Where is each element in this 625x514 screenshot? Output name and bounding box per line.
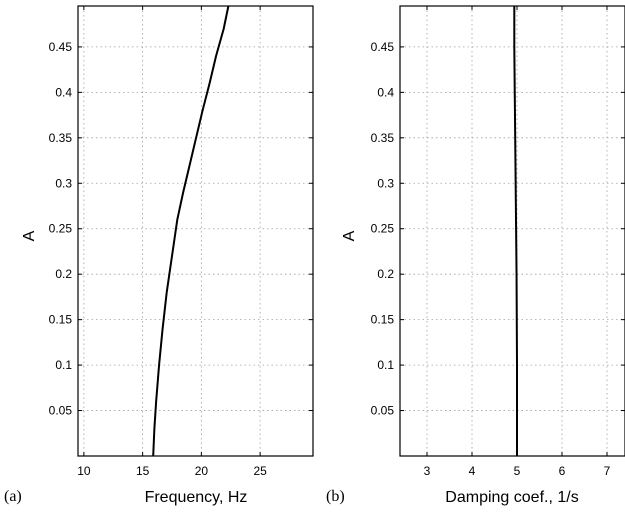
x-tick-label: 6 — [559, 464, 566, 478]
y-tick-label: 0.1 — [55, 358, 72, 372]
y-tick-label: 0.4 — [377, 85, 394, 99]
y-tick-label: 0.25 — [371, 222, 395, 236]
panel-label: (b) — [326, 488, 345, 505]
y-tick-label: 0.15 — [49, 313, 73, 327]
y-axis-label: A — [341, 230, 358, 241]
x-axis-label: Damping coef., 1/s — [445, 489, 578, 506]
plot-frame — [399, 5, 625, 457]
y-tick-label: 0.45 — [49, 40, 73, 54]
y-tick-label: 0.3 — [55, 176, 72, 190]
y-tick-label: 0.2 — [377, 267, 394, 281]
x-tick-label: 10 — [77, 464, 91, 478]
x-tick-label: 3 — [424, 464, 431, 478]
y-tick-label: 0.3 — [377, 176, 394, 190]
y-tick-label: 0.05 — [371, 404, 395, 418]
y-tick-label: 0.15 — [371, 313, 395, 327]
series-line — [152, 5, 230, 457]
y-tick-label: 0.4 — [55, 85, 72, 99]
y-tick-label: 0.45 — [371, 40, 395, 54]
series-line — [513, 6, 518, 456]
plot-frame — [77, 5, 314, 457]
panel-b: 3 4 5 6 7 0.05 0.1 0.15 0.2 0.25 0.3 0.35 0.4 0.45 Dam… — [326, 5, 625, 506]
panel-label: (a) — [4, 488, 22, 505]
x-tick-label: 25 — [253, 464, 267, 478]
panel-a: 10 15 20 25 0.05 0.1 0.15 0.2 0.25 0.3 0.35 0.4 0.45… — [4, 5, 314, 506]
x-tick-label: 5 — [514, 464, 521, 478]
x-tick-label: 20 — [195, 464, 209, 478]
x-axis-label: Frequency, Hz — [145, 489, 248, 506]
y-tick-label: 0.05 — [49, 404, 73, 418]
y-tick-label: 0.25 — [49, 222, 73, 236]
y-tick-label: 0.2 — [55, 267, 72, 281]
y-tick-label: 0.35 — [49, 131, 73, 145]
y-tick-label: 0.1 — [377, 358, 394, 372]
x-tick-label: 4 — [469, 464, 476, 478]
y-axis-label: A — [21, 230, 38, 241]
x-tick-label: 7 — [604, 464, 611, 478]
x-tick-label: 15 — [136, 464, 150, 478]
y-tick-label: 0.35 — [371, 131, 395, 145]
